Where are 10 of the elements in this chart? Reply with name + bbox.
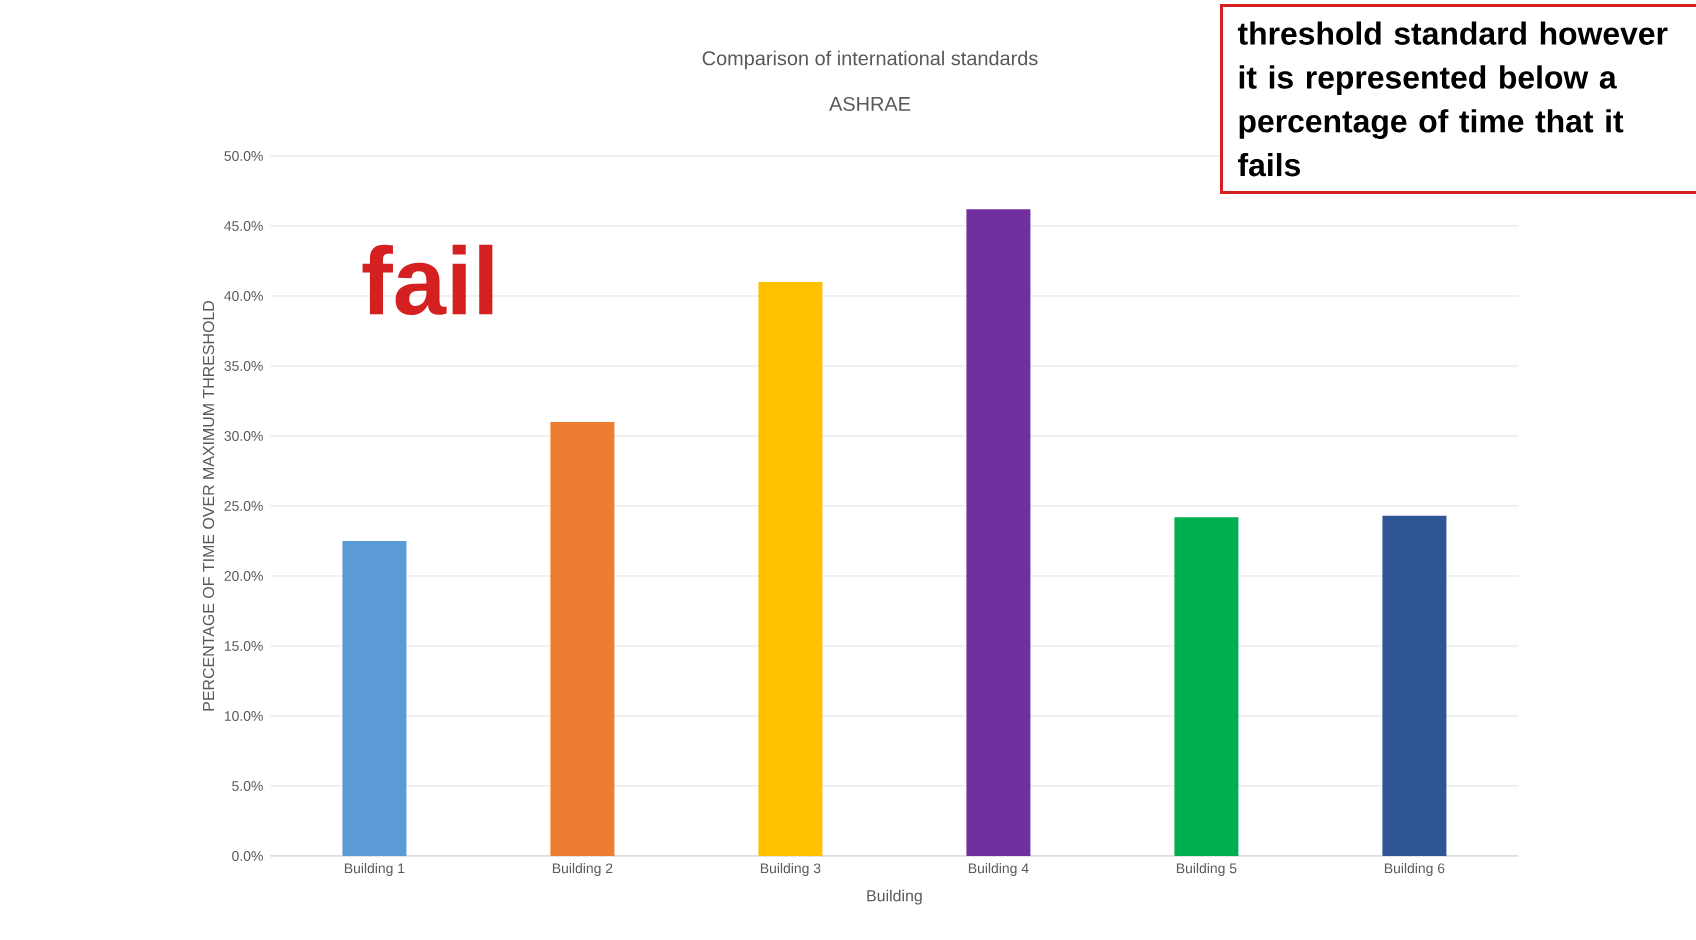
- bar: [1382, 515, 1447, 856]
- bar: [550, 421, 615, 856]
- annotation: fail: [362, 244, 493, 316]
- bar: [966, 209, 1031, 856]
- bar: [1174, 517, 1239, 856]
- annotation: threshold standard however it is represented below a percentage of time that it fails: [1237, 21, 1668, 177]
- bar: [758, 281, 823, 856]
- chart-subtitle: ASHRAE: [829, 96, 911, 112]
- chart-title: Comparison of international standards: [702, 50, 1038, 70]
- bar: [342, 540, 407, 856]
